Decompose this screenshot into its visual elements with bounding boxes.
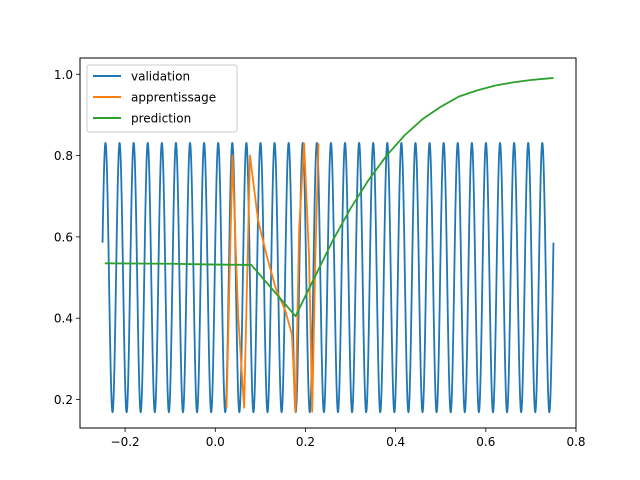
x-axis: −0.2 0.0 0.2 0.4 0.6 0.8: [111, 428, 586, 449]
y-tick-label: 0.6: [54, 230, 73, 244]
x-tick-label: 0.6: [476, 435, 495, 449]
series-line-apprentissage: [225, 142, 320, 413]
series-line-prediction: [104, 77, 554, 318]
y-tick-label: 1.0: [54, 68, 73, 82]
series-line-validation: [101, 142, 555, 414]
series-layer: [101, 77, 555, 414]
x-tick-label: 0.8: [566, 435, 585, 449]
legend: validation apprentissage prediction: [86, 64, 238, 133]
y-axis: 0.2 0.4 0.6 0.8 1.0: [54, 68, 80, 407]
legend-label-validation: validation: [131, 70, 190, 84]
legend-box: [86, 64, 238, 133]
y-tick-label: 0.2: [54, 393, 73, 407]
x-tick-label: 0.2: [296, 435, 315, 449]
legend-label-apprentissage: apprentissage: [131, 91, 216, 105]
x-tick-label: 0.0: [206, 435, 225, 449]
legend-label-prediction: prediction: [131, 112, 191, 126]
x-tick-label: 0.4: [386, 435, 405, 449]
y-tick-label: 0.4: [54, 312, 73, 326]
y-tick-label: 0.8: [54, 149, 73, 163]
plot-frame: [79, 57, 577, 429]
x-tick-label: −0.2: [111, 435, 140, 449]
